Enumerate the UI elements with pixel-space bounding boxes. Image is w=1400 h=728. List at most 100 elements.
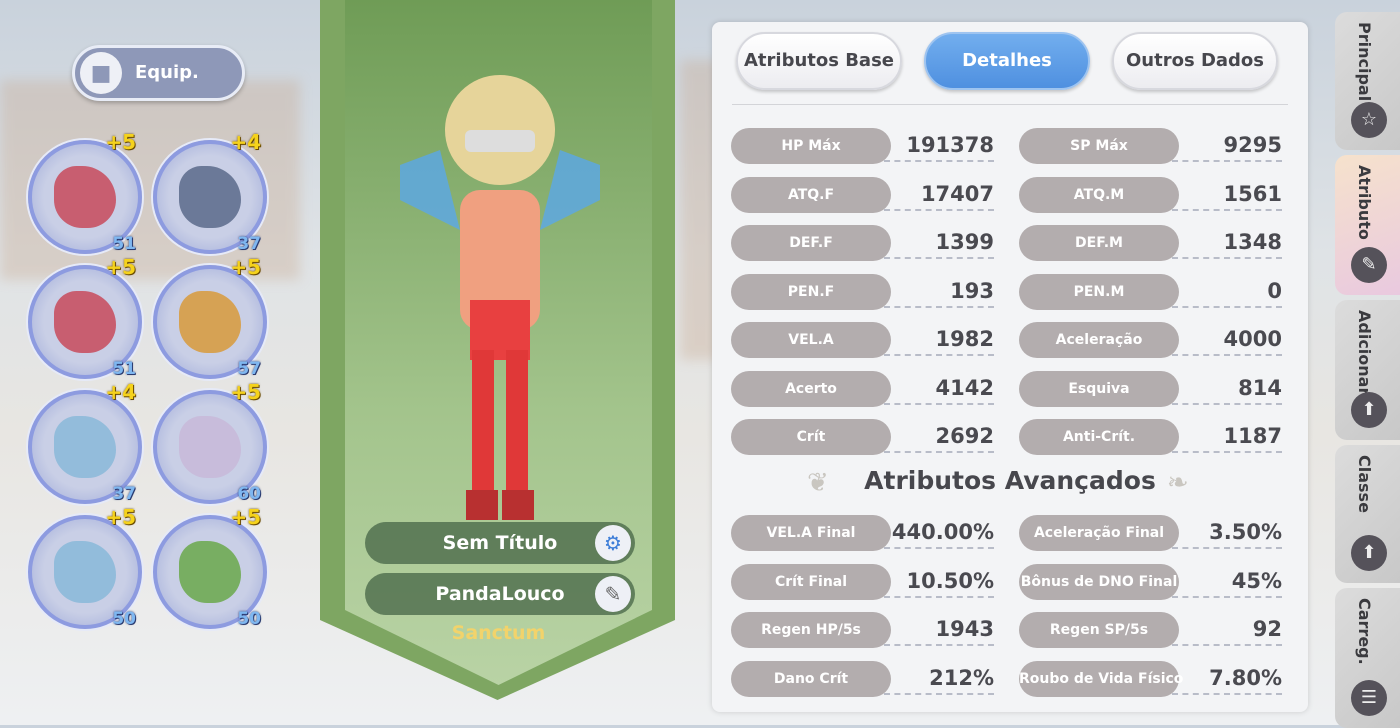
- name-plate: PandaLouco ✎: [365, 573, 635, 615]
- refine-level: +5: [105, 130, 136, 154]
- side-tab-label: Principal: [1355, 22, 1374, 102]
- stat-value: 2692: [884, 421, 994, 453]
- equip-button[interactable]: ■ Equip.: [72, 45, 245, 101]
- stat-label: Crít: [731, 419, 891, 455]
- equipment-slot[interactable]: +5 51: [28, 255, 142, 379]
- stat-label: VEL.A: [731, 322, 891, 358]
- stat-label: Regen SP/5s: [1019, 612, 1179, 648]
- character-model[interactable]: [400, 60, 600, 530]
- stat-value: 92: [1172, 614, 1282, 646]
- stat-label: DEF.M: [1019, 225, 1179, 261]
- boots-icon: [179, 166, 241, 228]
- side-tab-carreg[interactable]: Carreg. ☰: [1335, 588, 1400, 728]
- equipment-slot[interactable]: +4 37: [153, 130, 267, 254]
- refine-level: +5: [105, 505, 136, 529]
- gear-icon[interactable]: ⚙: [595, 525, 631, 561]
- pencil-icon: ✎: [1351, 247, 1387, 283]
- character-name: PandaLouco: [435, 583, 565, 605]
- stat-label: Acerto: [731, 370, 891, 407]
- tab-outros-dados[interactable]: Outros Dados: [1112, 32, 1278, 90]
- stat-value: 1348: [1172, 227, 1282, 259]
- character-title: Sem Título: [442, 532, 558, 554]
- stat-value: 1943: [884, 614, 994, 646]
- stat-label: Aceleração Final: [1019, 515, 1179, 551]
- item-level: 37: [237, 234, 261, 254]
- guild-name: Sanctum: [451, 622, 546, 644]
- robe-armor-icon: [54, 416, 116, 478]
- equipment-slot[interactable]: +4 37: [28, 380, 142, 504]
- shirt-icon: ■: [80, 52, 122, 94]
- stat-value: 193: [884, 276, 994, 308]
- item-level: 50: [112, 609, 136, 629]
- stat-label: ATQ.F: [731, 176, 891, 213]
- stat-label: PEN.M: [1019, 273, 1179, 310]
- item-level: 50: [237, 609, 261, 629]
- item-level: 51: [112, 234, 136, 254]
- stat-label: VEL.A Final: [731, 515, 891, 551]
- stat-label: Aceleração: [1019, 322, 1179, 358]
- stat-label: Roubo de Vida Físico: [1019, 660, 1183, 697]
- refine-level: +5: [105, 255, 136, 279]
- item-level: 60: [237, 484, 261, 504]
- list-icon: ☰: [1351, 680, 1387, 716]
- upgrade-plus-icon: ⬆: [1351, 535, 1387, 571]
- side-tab-principal[interactable]: Principal ☆: [1335, 12, 1400, 150]
- stat-value: 10.50%: [884, 566, 994, 598]
- stat-value: 17407: [884, 179, 994, 211]
- equipment-slot[interactable]: +5 51: [28, 130, 142, 254]
- ring-accessory-icon: [179, 416, 241, 478]
- item-level: 51: [112, 359, 136, 379]
- stat-value: 212%: [884, 663, 994, 695]
- stat-label: ATQ.M: [1019, 176, 1179, 213]
- star-icon: ☆: [1351, 102, 1387, 138]
- upgrade-plus-icon: ⬆: [1351, 392, 1387, 428]
- refine-level: +5: [230, 380, 261, 404]
- equipment-slot[interactable]: +5 50: [28, 505, 142, 629]
- attributes-panel: Atributos Base Detalhes Outros Dados HP Má…: [712, 22, 1308, 712]
- cape-garment-icon: [54, 541, 116, 603]
- side-tab-label: Classe: [1355, 455, 1374, 513]
- book-accessory-icon: [179, 541, 241, 603]
- advanced-attributes-title: Atributos Avançados: [864, 466, 1156, 495]
- bow-icon: [54, 291, 116, 353]
- title-plate: Sem Título ⚙: [365, 522, 635, 564]
- stat-label: HP Máx: [731, 128, 891, 164]
- pencil-icon[interactable]: ✎: [595, 576, 631, 612]
- stat-label: SP Máx: [1019, 128, 1179, 164]
- stat-value: 7.80%: [1172, 663, 1282, 695]
- side-tab-atributo[interactable]: Atributo ✎: [1335, 155, 1400, 295]
- side-tab-adicionar[interactable]: Adicionar ⬆: [1335, 300, 1400, 440]
- stat-value: 45%: [1172, 566, 1282, 598]
- bow-icon: [54, 166, 116, 228]
- side-tab-label: Atributo: [1355, 165, 1374, 240]
- stat-value: 4142: [884, 373, 994, 405]
- divider: [732, 104, 1288, 105]
- side-tab-classe[interactable]: Classe ⬆: [1335, 445, 1400, 583]
- ornament-left-icon: ❦: [807, 468, 829, 498]
- refine-level: +5: [230, 255, 261, 279]
- tab-atributos-base[interactable]: Atributos Base: [736, 32, 902, 90]
- stat-label: Esquiva: [1019, 370, 1179, 407]
- ornament-right-icon: ❧: [1167, 468, 1189, 498]
- stat-label: PEN.F: [731, 273, 891, 310]
- stat-value: 814: [1172, 373, 1282, 405]
- stat-label: Dano Crít: [731, 660, 891, 697]
- equipment-slot[interactable]: +5 57: [153, 255, 267, 379]
- tab-detalhes[interactable]: Detalhes: [924, 32, 1090, 90]
- stat-label: Crít Final: [731, 563, 891, 600]
- stat-label: Bônus de DNO Final: [1019, 563, 1179, 600]
- refine-level: +4: [105, 380, 136, 404]
- stat-value: 1187: [1172, 421, 1282, 453]
- equipment-slot[interactable]: +5 50: [153, 505, 267, 629]
- stat-label: Anti-Crít.: [1019, 419, 1179, 455]
- side-tab-label: Adicionar: [1355, 310, 1374, 396]
- equipment-slot[interactable]: +5 60: [153, 380, 267, 504]
- stat-value: 0: [1172, 276, 1282, 308]
- refine-level: +5: [230, 505, 261, 529]
- stat-value: 4000: [1172, 324, 1282, 356]
- refine-level: +4: [230, 130, 261, 154]
- stat-value: 440.00%: [884, 517, 994, 549]
- laurel-accessory-icon: [179, 291, 241, 353]
- item-level: 37: [112, 484, 136, 504]
- stat-value: 1561: [1172, 179, 1282, 211]
